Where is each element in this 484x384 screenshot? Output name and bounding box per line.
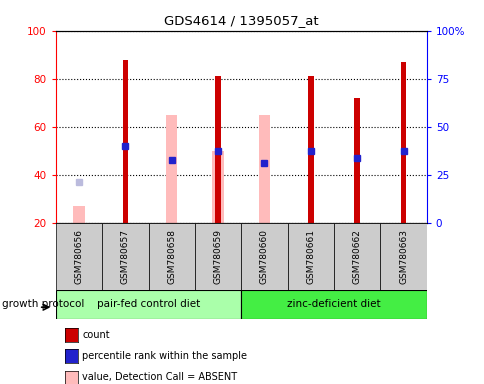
Text: zinc-deficient diet: zinc-deficient diet xyxy=(287,299,380,310)
Text: GSM780659: GSM780659 xyxy=(213,229,222,284)
Text: pair-fed control diet: pair-fed control diet xyxy=(97,299,200,310)
Bar xyxy=(148,223,195,290)
Title: GDS4614 / 1395057_at: GDS4614 / 1395057_at xyxy=(164,14,318,27)
Text: GSM780663: GSM780663 xyxy=(398,229,407,284)
Bar xyxy=(102,223,148,290)
Bar xyxy=(333,223,379,290)
Text: GSM780657: GSM780657 xyxy=(121,229,130,284)
Bar xyxy=(212,151,223,223)
Bar xyxy=(241,290,426,319)
Bar xyxy=(307,76,313,223)
Bar xyxy=(166,115,177,223)
Bar xyxy=(241,223,287,290)
Text: GSM780658: GSM780658 xyxy=(167,229,176,284)
Bar xyxy=(195,223,241,290)
Text: GSM780656: GSM780656 xyxy=(75,229,83,284)
Bar xyxy=(56,223,102,290)
Bar xyxy=(287,223,333,290)
Bar xyxy=(258,115,270,223)
Text: value, Detection Call = ABSENT: value, Detection Call = ABSENT xyxy=(82,372,237,382)
Text: GSM780660: GSM780660 xyxy=(259,229,269,284)
Bar xyxy=(215,76,221,223)
Bar xyxy=(354,98,359,223)
Bar xyxy=(73,206,85,223)
Bar xyxy=(56,290,241,319)
Text: growth protocol: growth protocol xyxy=(2,299,85,310)
Bar xyxy=(400,62,406,223)
Bar xyxy=(379,223,426,290)
Text: count: count xyxy=(82,330,110,340)
Bar xyxy=(122,60,128,223)
Text: GSM780661: GSM780661 xyxy=(306,229,315,284)
Text: GSM780662: GSM780662 xyxy=(352,229,361,284)
Text: percentile rank within the sample: percentile rank within the sample xyxy=(82,351,247,361)
